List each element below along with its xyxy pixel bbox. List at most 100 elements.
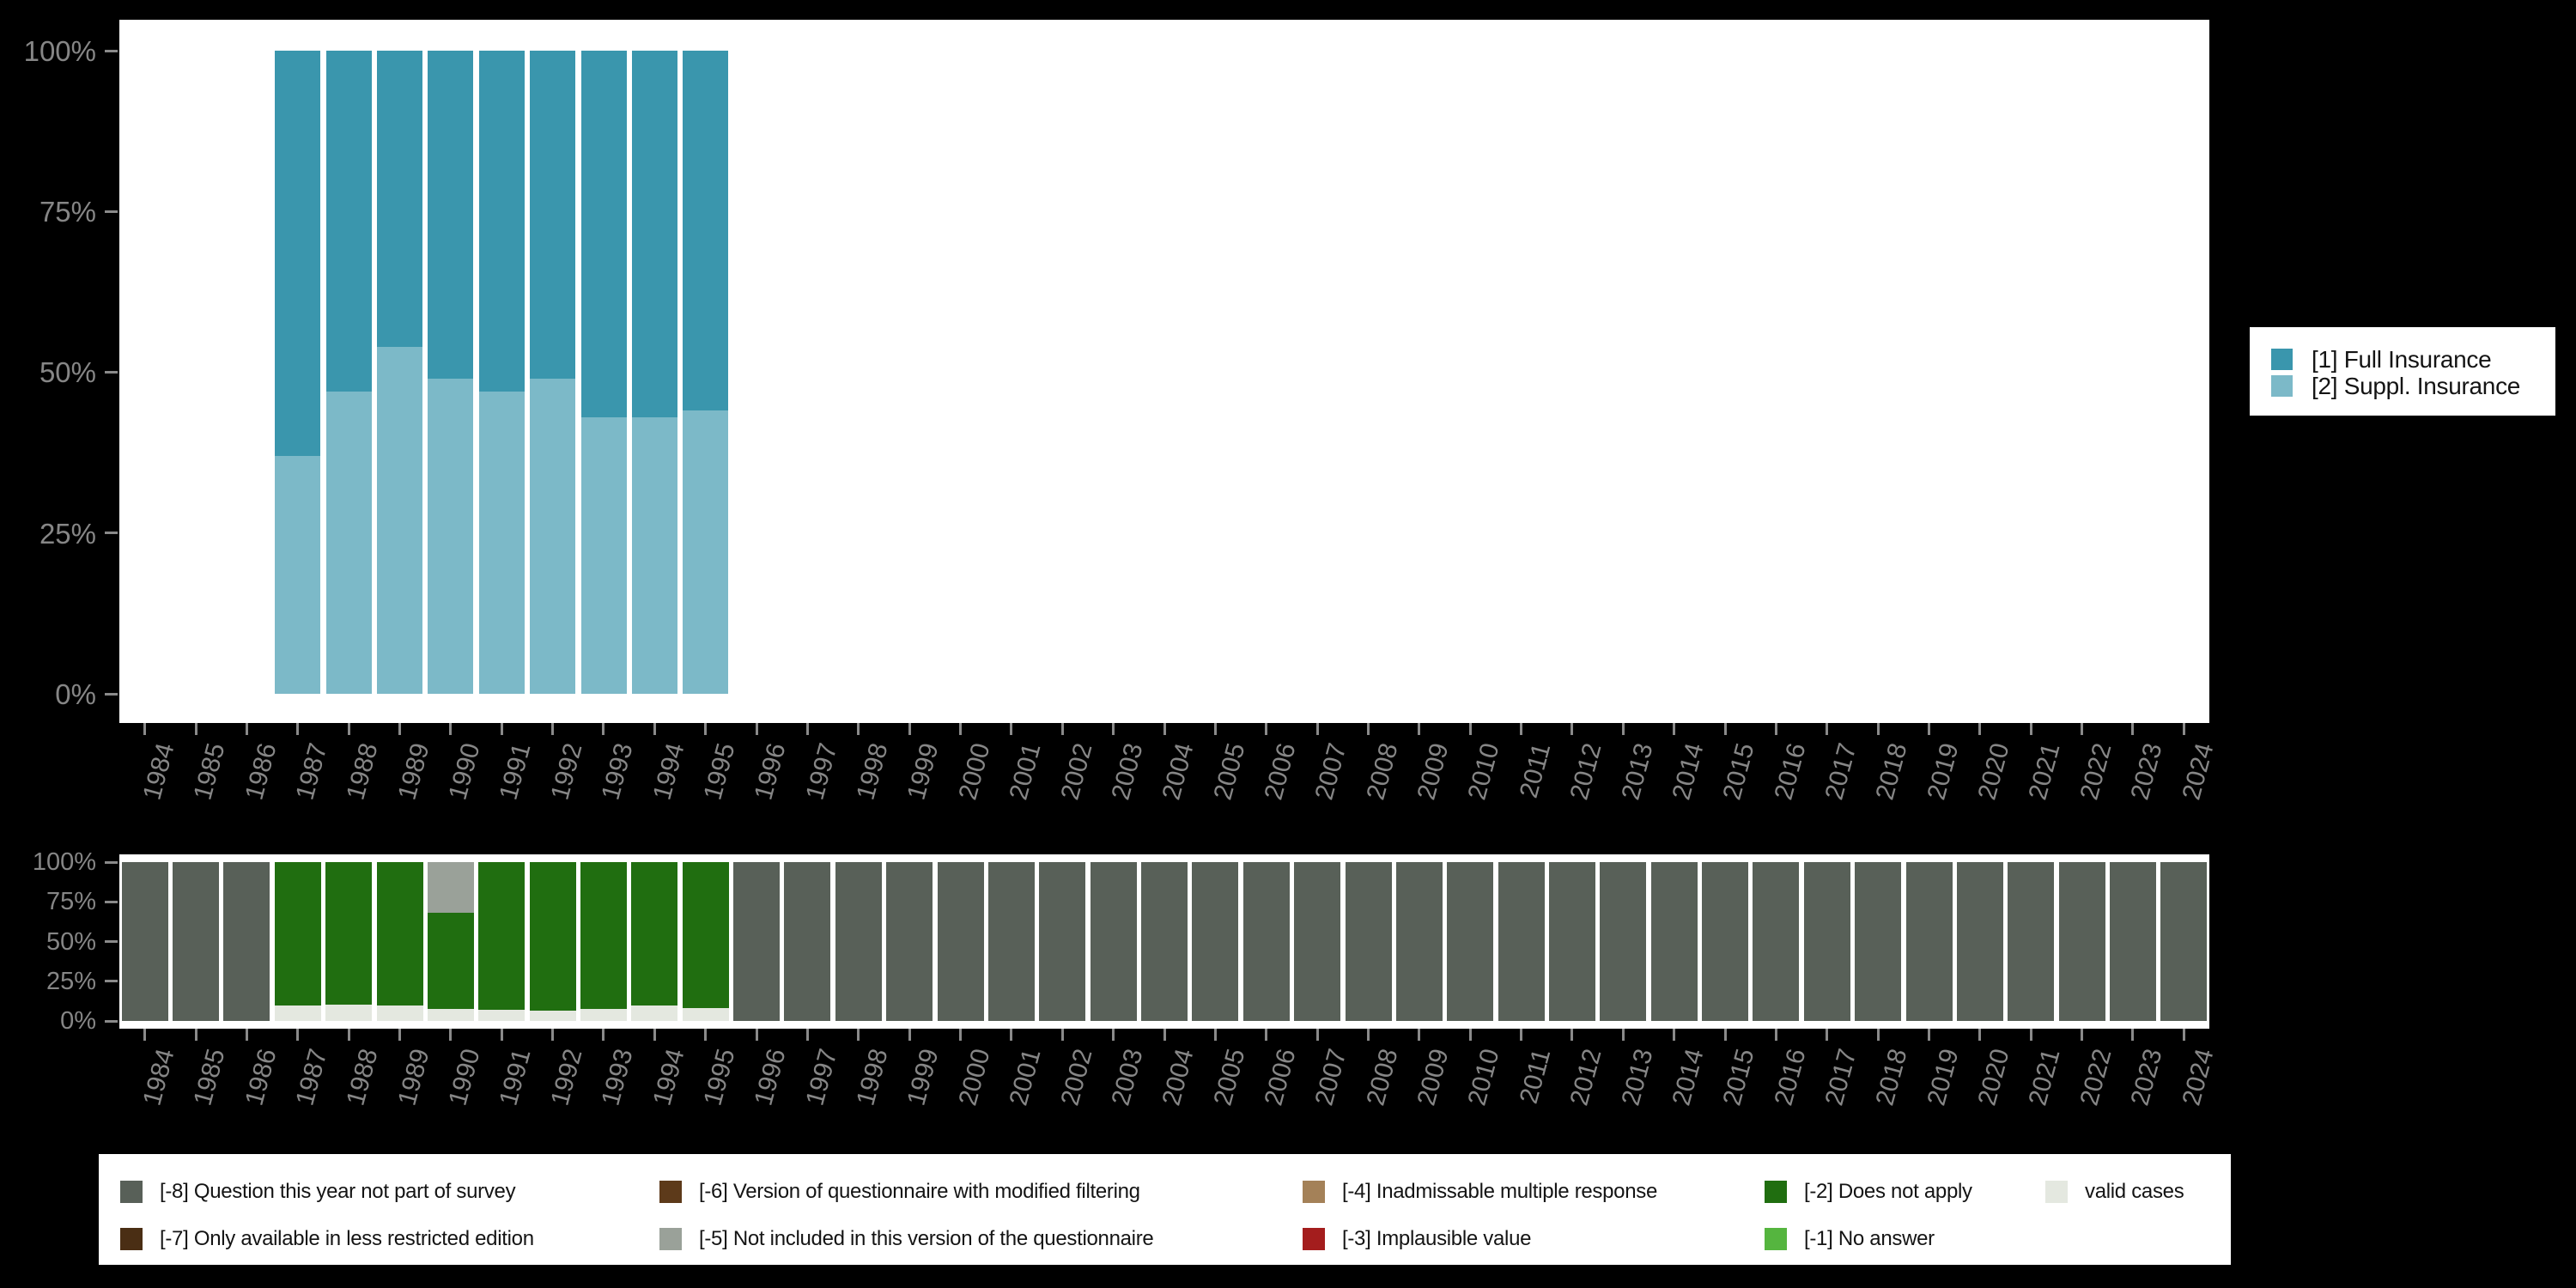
x-axis-tick [1366,723,1370,735]
bar-segment-m8 [1345,862,1392,1021]
bar-segment-m5 [427,862,474,914]
x-axis-tick [551,1029,555,1041]
x-axis-label-text: 2002 [1054,740,1098,804]
bar-segment-m8 [1192,862,1239,1021]
legend-swatch-m5 [659,1228,682,1250]
bar-segment-m2 [529,862,576,1011]
x-axis-label-text: 2015 [1717,740,1760,804]
x-axis-tick [1927,1029,1930,1041]
legend-swatch-suppl [2271,375,2293,397]
x-axis-tick [1621,723,1625,735]
x-axis-tick [959,1029,963,1041]
bar-segment-m2 [682,862,729,1009]
x-axis-label-text: 1984 [137,1046,180,1109]
x-axis-label-text: 2002 [1054,1046,1098,1109]
x-axis-label-text: 2024 [2177,1046,2220,1109]
y-axis-tick [105,692,118,696]
legend-swatch-m3 [1303,1228,1325,1250]
bar-segment-m8 [1090,862,1137,1021]
bar-segment-valid [427,1009,474,1021]
x-axis-tick [1112,1029,1115,1041]
bar-segment-full [683,51,729,411]
legend-swatch-m7 [120,1228,143,1250]
x-axis-label-text: 1994 [647,1046,690,1109]
x-axis-tick [1265,723,1268,735]
bar-segment-m2 [478,862,526,1011]
y-axis-label: 50% [46,927,96,956]
bar-segment-m2 [631,862,678,1005]
x-axis-label-text: 2007 [1309,740,1352,804]
legend-label-m4: [-4] Inadmissable multiple response [1342,1180,1658,1203]
x-axis-label-text: 2008 [1361,1046,1404,1109]
x-axis-tick [500,723,503,735]
bar-segment-m8 [2008,862,2055,1021]
x-axis-label-text: 1993 [596,740,639,804]
x-axis-tick [1010,723,1013,735]
x-axis-tick [1673,723,1676,735]
bar-segment-suppl [325,392,372,694]
x-axis-label-text: 2007 [1309,1046,1352,1109]
y-axis-tick [105,1019,118,1023]
y-axis-label: 100% [23,34,96,67]
missing-values-legend: [-8] Question this year not part of surv… [99,1154,2231,1265]
bar-segment-m8 [886,862,933,1021]
x-axis-tick [959,723,963,735]
x-axis-label-text: 1995 [698,740,741,804]
x-axis-tick [398,1029,401,1041]
missing-values-chart-panel [119,854,2209,1029]
x-axis-tick [2131,723,2135,735]
bar-segment-m8 [1753,862,1800,1021]
x-axis-tick [1213,1029,1217,1041]
x-axis-tick [1927,723,1930,735]
bar-segment-m8 [835,862,882,1021]
legend-label-m8: [-8] Question this year not part of surv… [160,1180,516,1203]
x-axis-label-text: 2014 [1667,740,1710,804]
legend-label-m6: [-6] Version of questionnaire with modif… [699,1180,1140,1203]
bar-segment-m8 [1702,862,1748,1021]
x-axis-tick [755,723,758,735]
x-axis-label-text: 1988 [341,1046,385,1109]
x-axis-tick [1060,1029,1064,1041]
x-axis-label-text: 2010 [1462,740,1506,804]
x-axis-tick [2081,1029,2084,1041]
x-axis-tick [805,1029,809,1041]
bar-segment-m2 [274,862,321,1005]
x-axis-label-text: 1985 [188,1046,231,1109]
legend-label-suppl: [2] Suppl. Insurance [2312,373,2521,399]
x-axis-label-text: 2004 [1157,1046,1200,1109]
x-axis-tick [805,723,809,735]
x-axis-tick [2081,723,2084,735]
x-axis-tick [296,723,300,735]
bar-segment-m8 [2058,862,2105,1021]
x-axis-tick [1060,723,1064,735]
x-axis-label-text: 2019 [1922,740,1965,804]
x-axis-tick [2182,723,2185,735]
x-axis-label-text: 2011 [1514,740,1557,801]
x-axis-label-text: 2020 [1972,1046,2015,1109]
x-axis-label-text: 1986 [240,1046,283,1109]
bar-segment-m8 [1294,862,1341,1021]
x-axis-tick [1978,723,1982,735]
y-axis-tick [105,49,118,52]
x-axis-tick [1774,1029,1777,1041]
x-axis-label-text: 1997 [800,1046,843,1109]
x-axis-tick [1520,723,1523,735]
x-axis-tick [653,1029,656,1041]
x-axis-tick [1621,1029,1625,1041]
x-axis-tick [1418,1029,1421,1041]
x-axis-label-text: 2016 [1769,740,1812,804]
x-axis-tick [347,723,350,735]
bar-segment-full [631,51,677,417]
x-axis-label-text: 1994 [647,740,690,804]
bar-segment-m2 [325,862,373,1005]
x-axis-tick [1673,1029,1676,1041]
bar-segment-m8 [121,862,168,1021]
bar-segment-m8 [987,862,1035,1021]
x-axis-label-text: 2006 [1259,740,1302,804]
insurance-chart-panel [119,20,2209,723]
x-axis-label-text: 2005 [1208,740,1251,804]
x-axis-label-text: 1990 [443,1046,486,1109]
y-axis-label: 25% [39,517,96,550]
bar-segment-full [275,51,321,456]
bar-segment-suppl [580,416,627,694]
